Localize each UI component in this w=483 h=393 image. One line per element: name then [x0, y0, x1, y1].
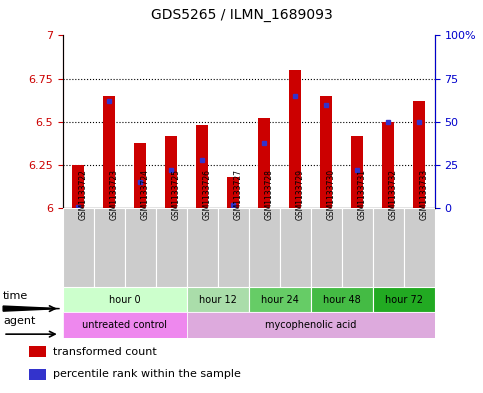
- Bar: [94, 208, 125, 287]
- Bar: [187, 208, 218, 287]
- Bar: [218, 208, 249, 287]
- Bar: [156, 208, 187, 287]
- Text: mycophenolic acid: mycophenolic acid: [265, 320, 356, 330]
- Text: GSM1133725: GSM1133725: [171, 169, 180, 220]
- Bar: [311, 287, 373, 312]
- Bar: [382, 122, 395, 208]
- Text: GSM1133723: GSM1133723: [109, 169, 118, 220]
- Text: time: time: [3, 291, 28, 301]
- Text: GDS5265 / ILMN_1689093: GDS5265 / ILMN_1689093: [151, 8, 332, 22]
- Text: GSM1133733: GSM1133733: [419, 169, 428, 220]
- Bar: [373, 208, 404, 287]
- Text: GSM1133722: GSM1133722: [78, 169, 87, 220]
- Bar: [187, 312, 435, 338]
- Text: GSM1133729: GSM1133729: [295, 169, 304, 220]
- Bar: [103, 96, 115, 208]
- Text: GSM1133728: GSM1133728: [264, 169, 273, 220]
- Bar: [196, 125, 209, 208]
- Text: percentile rank within the sample: percentile rank within the sample: [53, 369, 241, 379]
- Bar: [63, 312, 187, 338]
- Bar: [413, 101, 426, 208]
- Text: agent: agent: [3, 316, 36, 326]
- Bar: [342, 208, 373, 287]
- Text: GSM1133731: GSM1133731: [357, 169, 366, 220]
- Text: GSM1133732: GSM1133732: [388, 169, 397, 220]
- Text: GSM1133724: GSM1133724: [140, 169, 149, 220]
- Bar: [404, 208, 435, 287]
- Text: GSM1133730: GSM1133730: [326, 169, 335, 220]
- Text: hour 24: hour 24: [261, 295, 298, 305]
- Text: hour 48: hour 48: [323, 295, 361, 305]
- Bar: [311, 208, 342, 287]
- Text: hour 72: hour 72: [384, 295, 423, 305]
- Bar: [249, 208, 280, 287]
- Bar: [29, 346, 46, 357]
- Polygon shape: [3, 306, 60, 311]
- Bar: [187, 287, 249, 312]
- Text: hour 12: hour 12: [199, 295, 237, 305]
- Bar: [63, 208, 94, 287]
- Bar: [289, 70, 301, 208]
- Bar: [125, 208, 156, 287]
- Text: GSM1133726: GSM1133726: [202, 169, 211, 220]
- Bar: [373, 287, 435, 312]
- Bar: [320, 96, 332, 208]
- Bar: [29, 369, 46, 380]
- Bar: [351, 136, 363, 208]
- Bar: [72, 165, 85, 208]
- Bar: [63, 287, 187, 312]
- Bar: [258, 118, 270, 208]
- Text: untreated control: untreated control: [82, 320, 167, 330]
- Bar: [249, 287, 311, 312]
- Bar: [280, 208, 311, 287]
- Bar: [227, 177, 240, 208]
- Text: transformed count: transformed count: [53, 347, 157, 357]
- Bar: [165, 136, 177, 208]
- Text: hour 0: hour 0: [109, 295, 141, 305]
- Text: GSM1133727: GSM1133727: [233, 169, 242, 220]
- Bar: [134, 143, 146, 208]
